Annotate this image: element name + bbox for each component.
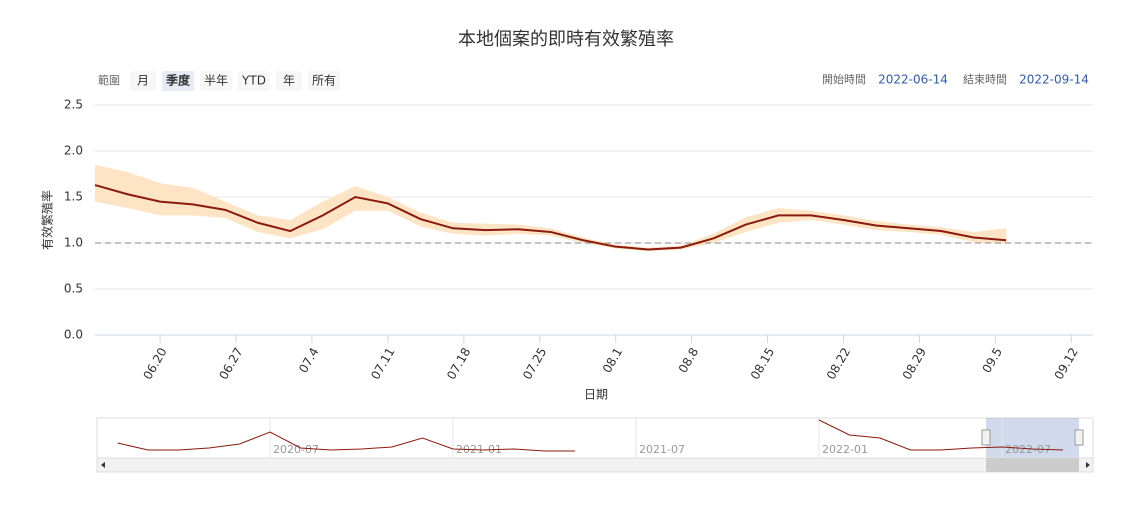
navigator-line bbox=[818, 419, 1064, 451]
x-axis-title: 日期 bbox=[584, 388, 608, 402]
chart-title: 本地個案的即時有效繁殖率 bbox=[458, 28, 674, 50]
range-button[interactable] bbox=[162, 71, 194, 91]
navigator-line bbox=[117, 431, 575, 452]
start-input[interactable]: 2022-06-14 bbox=[878, 73, 948, 87]
x-tick-label: 06.20 bbox=[140, 345, 169, 382]
x-tick-label: 07.25 bbox=[520, 345, 549, 382]
confidence-band bbox=[95, 164, 1007, 252]
range-button-label[interactable]: 月 bbox=[137, 74, 149, 88]
x-tick-label: 07.11 bbox=[368, 345, 397, 382]
navigator-handle[interactable] bbox=[1074, 429, 1084, 446]
x-tick-label: 08.1 bbox=[600, 345, 625, 375]
x-tick-label: 08.22 bbox=[824, 345, 853, 382]
navigator-label: 2021-07 bbox=[639, 443, 685, 456]
scrollbar[interactable] bbox=[96, 457, 1094, 473]
range-button[interactable] bbox=[130, 71, 156, 91]
series-line bbox=[94, 184, 1007, 251]
start-label: 開始時間 bbox=[822, 72, 866, 86]
range-button[interactable] bbox=[200, 71, 232, 91]
navigator-frame bbox=[96, 417, 1094, 459]
x-tick-label: 09.12 bbox=[1052, 345, 1081, 382]
range-button-label[interactable]: 年 bbox=[283, 74, 295, 88]
x-tick-label: 08.15 bbox=[748, 345, 777, 382]
x-tick-label: 08.29 bbox=[900, 345, 929, 382]
range-buttons: 月 季度 半年 YTD 年 所有 bbox=[130, 71, 340, 91]
navigator-label: 2022-07 bbox=[1005, 443, 1051, 456]
navigator-label: 2020-07 bbox=[273, 443, 319, 456]
x-tick-label: 06.27 bbox=[216, 345, 245, 382]
navigator-handle[interactable] bbox=[981, 429, 991, 446]
navigator-label: 2022-01 bbox=[822, 443, 868, 456]
range-button[interactable] bbox=[276, 71, 302, 91]
range-button-label[interactable]: YTD bbox=[241, 74, 266, 88]
range-button[interactable] bbox=[238, 71, 270, 91]
x-tick-label: 09.5 bbox=[980, 345, 1005, 375]
y-tick-label: 2.0 bbox=[64, 144, 83, 158]
y-tick-label: 1.5 bbox=[64, 190, 83, 204]
x-tick-label: 07.4 bbox=[296, 345, 321, 375]
y-tick-label: 0.0 bbox=[64, 328, 83, 342]
y-tick-label: 0.5 bbox=[64, 282, 83, 296]
x-tick-label: 07.18 bbox=[444, 345, 473, 382]
end-label: 結束時間 bbox=[963, 72, 1007, 86]
range-button-label[interactable]: 季度 bbox=[165, 73, 191, 88]
range-button[interactable] bbox=[308, 71, 340, 91]
y-tick-label: 2.5 bbox=[64, 98, 83, 112]
y-tick-label: 1.0 bbox=[64, 236, 83, 250]
x-tick-label: 08.8 bbox=[676, 345, 701, 375]
y-axis-title: 有效繁殖率 bbox=[40, 190, 55, 250]
range-button-label[interactable]: 半年 bbox=[204, 74, 228, 88]
range-button-label[interactable]: 所有 bbox=[312, 74, 336, 88]
end-input[interactable]: 2022-09-14 bbox=[1019, 73, 1089, 87]
range-label: 範圍 bbox=[98, 73, 120, 87]
scrollbar-thumb[interactable] bbox=[986, 458, 1079, 472]
